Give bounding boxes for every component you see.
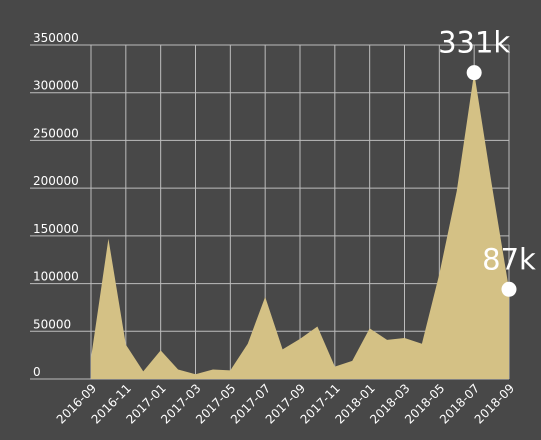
annotation-label: 87k bbox=[482, 242, 536, 276]
y-axis-tick-labels: 0 50000 100000 150000 200000 250000 300000 3500… bbox=[33, 31, 79, 379]
y-tick-label: 200000 bbox=[33, 174, 79, 188]
x-axis-tick-labels: 2016-092016-112017-012017-032017-052017-… bbox=[54, 381, 517, 426]
callout-annotations: 331k 87k bbox=[438, 26, 536, 297]
y-tick-label: 350000 bbox=[33, 31, 79, 45]
y-tick-label: 0 bbox=[33, 365, 41, 379]
area-fill bbox=[91, 72, 509, 379]
y-tick-label: 150000 bbox=[33, 222, 79, 236]
y-tick-label: 300000 bbox=[33, 79, 79, 93]
y-tick-label: 50000 bbox=[33, 317, 71, 331]
annotation-marker bbox=[466, 65, 482, 81]
y-tick-label: 250000 bbox=[33, 126, 79, 140]
annotation-label: 331k bbox=[438, 26, 510, 60]
area-series bbox=[91, 72, 509, 379]
y-tick-label: 100000 bbox=[33, 270, 79, 284]
annotation-marker bbox=[501, 281, 517, 297]
